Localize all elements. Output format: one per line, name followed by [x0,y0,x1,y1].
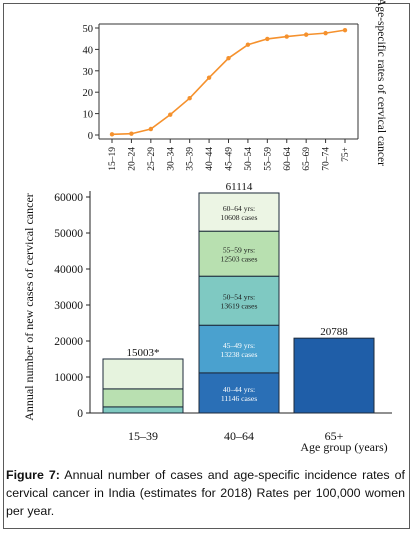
line-chart-x-tick-label: 60–64 [283,147,293,171]
bar-segment-label-age: 45–49 yrs: [223,341,255,350]
bar-segment-label-cases: 13238 cases [221,350,258,359]
incidence-rate-point [148,126,154,132]
bar-chart-y-tick-label: 20000 [54,336,83,348]
bar-segment [102,406,184,414]
bar-segment [293,337,375,414]
figure-caption: Figure 7: Annual number of cases and age… [6,466,405,520]
line-chart-y-tick-label: 10 [83,110,94,121]
bar-segment-label-age: 40–44 yrs: [223,385,255,394]
incidence-rate-point [284,34,289,39]
bar-segment [198,230,280,277]
incidence-rate-point [323,30,328,36]
line-chart-y-axis-label: Age-specific rates of cervical cancer [375,0,387,166]
bar-total-label: 20788 [320,326,348,338]
bar-total-label: 15003* [127,347,160,359]
incidence-rate-point [303,32,309,37]
bar-chart-x-tick-label: 15–39 [128,429,158,443]
bar-segment [198,324,280,374]
bar-chart-y-tick-label: 40000 [54,264,83,276]
bar-chart-y-axis-label: Annual number of new cases of cervical c… [22,193,36,421]
bar-chart-x-axis-label: Age group (years) [300,440,387,454]
incidence-rate-point [245,42,251,47]
bar-segment-label-cases: 11146 cases [221,394,257,403]
line-chart-y-tick-label: 0 [88,131,93,142]
bar-segment-label-age: 55–59 yrs: [223,246,255,255]
incidence-rate-point [168,112,173,117]
line-chart-x-tick-label: 20–24 [127,147,137,171]
incidence-rate-point [109,132,115,137]
bar-chart-y-tick-label: 30000 [54,300,83,312]
line-chart-y-tick-label: 50 [83,24,94,35]
line-chart-x-tick-label: 15–19 [108,147,118,171]
line-chart-x-tick-label: 40–44 [205,147,215,171]
bar-segment-label-cases: 12503 cases [221,255,258,264]
line-chart-y-tick-label: 20 [83,88,94,99]
line-chart-x-tick-label: 75+ [341,147,351,162]
bar-chart-x-tick-label: 65+ [325,429,344,443]
line-chart-x-tick-label: 65–69 [302,147,312,171]
bar-segment [102,388,184,408]
bar-segment-label-cases: 10608 cases [221,213,258,222]
incidence-rate-point [265,36,270,42]
incidence-rate-point [342,27,348,33]
bar-segment [102,358,184,390]
bar-chart-y-tick-label: 50000 [54,228,83,240]
bar-segment [198,275,280,326]
bar-chart-x-tick-label: 40–64 [224,429,254,443]
incidence-rate-point [187,95,192,101]
bar-segment [198,372,280,414]
bar-total-label: 61114 [226,181,253,193]
line-chart-x-tick-label: 70–74 [322,147,332,171]
bar-segment-label-age: 50–54 yrs: [223,293,255,302]
bar-chart-y-tick-label: 0 [77,408,83,420]
caption-label: Figure 7: [6,468,60,482]
bar-chart-y-tick-label: 10000 [54,372,83,384]
bar-segment [198,192,280,232]
line-chart-x-tick-label: 55–59 [263,147,273,171]
caption-text: Annual number of cases and age-specific … [6,468,405,518]
line-chart-x-tick-label: 45–49 [225,147,235,171]
incidence-rate-point [226,55,231,61]
incidence-rate-point [206,75,212,80]
line-chart-y-tick-label: 30 [83,67,94,78]
incidence-rate-line [111,29,346,136]
line-chart-y-tick-label: 40 [83,45,94,56]
incidence-rate-point [129,131,134,136]
line-chart-x-tick-label: 30–34 [166,147,176,171]
line-chart-x-tick-label: 35–39 [186,147,196,171]
bar-segment-label-age: 60–64 yrs: [223,204,255,213]
line-chart-x-tick-label: 25–29 [147,147,157,171]
bar-chart-y-tick-label: 60000 [54,192,83,204]
bar-segment-label-cases: 13619 cases [221,302,258,311]
line-chart-x-tick-label: 50–54 [244,147,254,171]
